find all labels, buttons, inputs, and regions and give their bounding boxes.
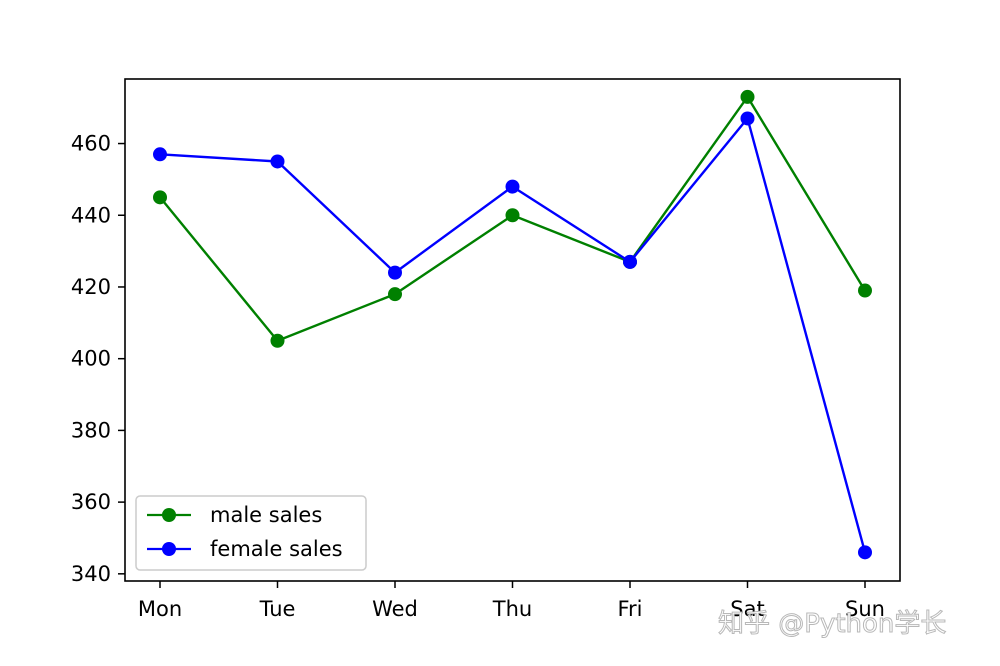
data-point-female-sales-mon	[153, 147, 167, 162]
legend-box	[135, 495, 367, 571]
data-point-male-sales-tue	[270, 333, 285, 348]
y-axis: 340 360 380 400 420 440 460	[71, 132, 125, 586]
series-layer	[153, 89, 872, 560]
data-point-male-sales-sun	[858, 283, 872, 298]
y-tick-label-400: 400	[71, 347, 111, 371]
data-point-male-sales-mon	[153, 190, 167, 205]
legend: male sales female sales	[135, 495, 367, 571]
watermark-text: 知乎 @Python学长	[718, 609, 946, 639]
x-tick-label-mon: Mon	[138, 597, 182, 621]
data-point-female-sales-tue	[270, 154, 285, 169]
y-tick-label-420: 420	[71, 275, 111, 299]
x-tick-label-sun: Sun	[845, 597, 885, 621]
data-point-male-sales-wed	[388, 287, 402, 302]
y-tick-label-340: 340	[71, 562, 111, 586]
data-point-female-sales-wed	[388, 265, 402, 280]
x-tick-label-tue: Tue	[259, 597, 296, 621]
data-point-female-sales-thu	[505, 179, 520, 194]
data-point-female-sales-sat	[740, 111, 755, 126]
data-point-female-sales-fri	[623, 254, 637, 269]
legend-label-male-sales: male sales	[210, 503, 322, 527]
data-point-male-sales-thu	[505, 208, 520, 223]
legend-label-female-sales: female sales	[210, 537, 343, 561]
y-tick-label-380: 380	[71, 418, 111, 442]
x-tick-label-thu: Thu	[492, 597, 532, 621]
y-tick-label-360: 360	[71, 490, 111, 514]
x-tick-label-fri: Fri	[617, 597, 642, 621]
y-tick-label-460: 460	[71, 132, 111, 156]
x-tick-label-sat: Sat	[730, 597, 764, 621]
x-axis: Mon Tue Wed Thu Fri Sat Sun	[138, 581, 885, 621]
data-point-female-sales-sun	[858, 545, 872, 560]
legend-marker-male-sales	[162, 508, 176, 522]
data-point-male-sales-sat	[740, 89, 755, 104]
legend-marker-female-sales	[162, 542, 176, 556]
x-tick-label-wed: Wed	[372, 597, 418, 621]
y-tick-label-440: 440	[71, 203, 111, 227]
